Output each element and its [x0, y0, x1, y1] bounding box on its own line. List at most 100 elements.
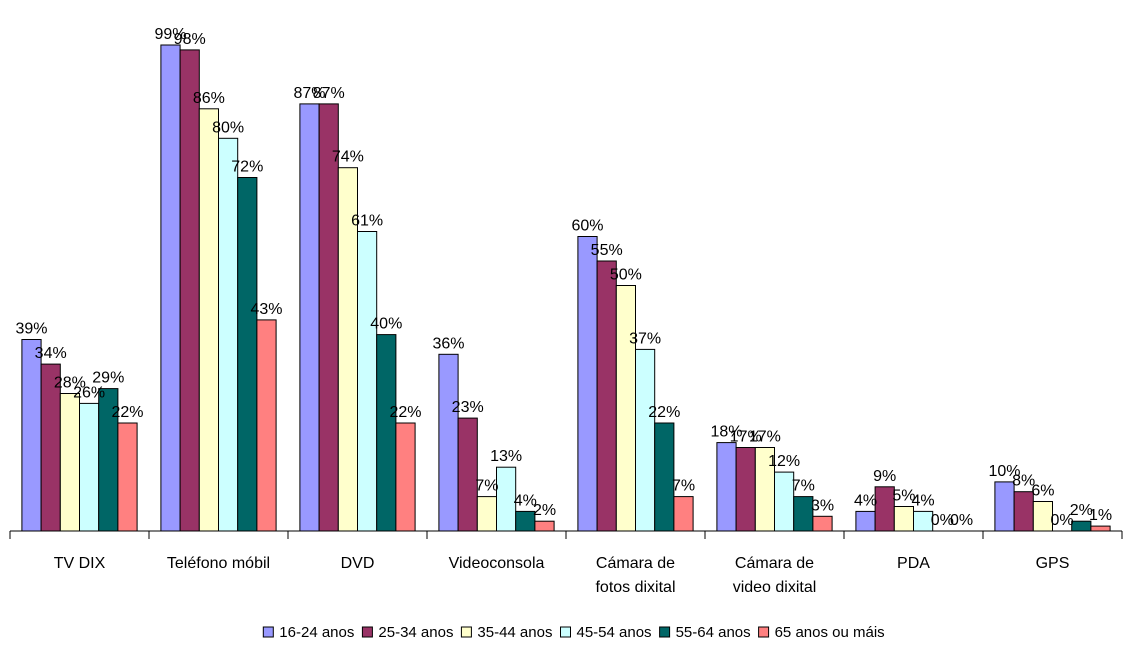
- legend-label-4: 55-64 anos: [676, 624, 751, 641]
- value-label-0-0: 39%: [15, 321, 47, 338]
- bar-1-0: [160, 44, 181, 532]
- bar-5-5: [812, 515, 833, 532]
- value-label-3-2: 7%: [475, 478, 498, 495]
- value-label-1-4: 72%: [231, 159, 263, 176]
- category-label-5: video dixital: [733, 579, 817, 596]
- value-label-7-5: 1%: [1089, 507, 1112, 524]
- bar-4-3: [635, 348, 656, 532]
- value-label-3-4: 4%: [514, 492, 537, 509]
- legend-label-2: 35-44 anos: [477, 624, 552, 641]
- value-label-1-5: 43%: [250, 301, 282, 318]
- bar-6-2: [893, 506, 914, 532]
- legend-label-1: 25-34 anos: [378, 624, 453, 641]
- value-label-4-3: 37%: [629, 330, 661, 347]
- value-label-6-3: 4%: [912, 492, 935, 509]
- category-label-3: Videoconsola: [449, 555, 545, 572]
- value-label-5-4: 7%: [792, 478, 815, 495]
- value-label-0-5: 22%: [111, 404, 143, 421]
- category-label-1: Teléfono móbil: [167, 555, 270, 572]
- value-label-3-3: 13%: [490, 448, 522, 465]
- bar-4-5: [673, 496, 694, 532]
- legend: 16-24 anos 25-34 anos 35-44 anos 45-54 anos…: [262, 624, 885, 641]
- bar-2-5: [395, 422, 416, 532]
- value-label-7-0: 10%: [988, 463, 1020, 480]
- value-label-4-2: 50%: [610, 267, 642, 284]
- legend-swatch-5: [758, 626, 770, 638]
- bar-3-5: [534, 520, 555, 532]
- value-label-5-5: 3%: [811, 497, 834, 514]
- legend-label-0: 16-24 anos: [279, 624, 354, 641]
- bar-0-3: [79, 402, 100, 532]
- value-label-7-4: 2%: [1070, 502, 1093, 519]
- bar-0-5: [117, 422, 138, 532]
- value-label-3-5: 2%: [533, 502, 556, 519]
- category-labels: TV DIX Teléfono móbil DVD Videoconsola Cámar…: [54, 555, 1070, 596]
- bar-1-3: [218, 137, 239, 532]
- legend-swatch-0: [262, 626, 274, 638]
- bar-0-0: [21, 339, 42, 532]
- legend-label-5: 65 anos ou máis: [775, 624, 885, 641]
- bar-1-2: [198, 108, 220, 532]
- category-label-0: TV DIX: [54, 555, 106, 572]
- value-label-1-0: 99%: [154, 26, 186, 43]
- bar-4-1: [596, 260, 617, 532]
- value-label-5-1: 17%: [730, 429, 762, 446]
- bar-5-0: [716, 442, 737, 532]
- value-label-2-2: 74%: [332, 149, 364, 166]
- value-labels: 39%34%28%26%29%22%99%98%86%80%72%43%87%8…: [15, 26, 1112, 529]
- value-label-5-3: 12%: [768, 453, 800, 470]
- bars-layer: [21, 44, 1111, 532]
- legend-swatch-1: [361, 626, 373, 638]
- bar-2-1: [318, 103, 339, 532]
- x-axis: [9, 530, 1123, 539]
- legend-swatch-4: [659, 626, 671, 638]
- value-label-6-0: 4%: [854, 492, 877, 509]
- value-label-0-4: 29%: [92, 370, 124, 387]
- value-label-7-2: 6%: [1031, 483, 1054, 500]
- category-label-6: PDA: [897, 555, 930, 572]
- value-label-0-3: 26%: [73, 384, 105, 401]
- bar-4-2: [615, 285, 636, 532]
- legend-swatch-2: [460, 626, 472, 638]
- value-label-5-0: 18%: [710, 424, 742, 441]
- value-label-2-3: 61%: [351, 213, 383, 230]
- value-label-6-2: 5%: [892, 488, 915, 505]
- value-label-1-2: 86%: [193, 90, 225, 107]
- bar-2-3: [357, 231, 378, 532]
- value-label-2-5: 22%: [389, 404, 421, 421]
- value-label-2-1: 87%: [313, 85, 345, 102]
- value-label-3-0: 36%: [432, 335, 464, 352]
- category-label-4: fotos dixital: [595, 579, 675, 596]
- category-label-4: Cámara de: [596, 555, 675, 572]
- value-label-4-0: 60%: [571, 218, 603, 235]
- value-label-0-2: 28%: [54, 375, 86, 392]
- bar-2-0: [299, 103, 320, 532]
- bar-0-2: [59, 393, 80, 532]
- legend-label-3: 45-54 anos: [577, 624, 652, 641]
- value-label-6-1: 9%: [873, 468, 896, 485]
- value-label-3-1: 23%: [452, 399, 484, 416]
- bar-6-0: [855, 510, 876, 532]
- value-label-1-3: 80%: [212, 119, 244, 136]
- value-label-6-4: 0%: [931, 512, 954, 529]
- value-label-0-1: 34%: [35, 345, 67, 362]
- category-label-7: GPS: [1036, 555, 1070, 572]
- value-label-7-3: 0%: [1051, 512, 1074, 529]
- bar-3-0: [438, 353, 459, 532]
- bar-3-2: [476, 496, 497, 532]
- value-label-4-4: 22%: [648, 404, 680, 421]
- value-label-7-1: 8%: [1012, 473, 1035, 490]
- value-label-2-4: 40%: [370, 316, 402, 333]
- value-label-6-5: 0%: [950, 512, 973, 529]
- bar-4-0: [577, 236, 598, 532]
- bar-1-4: [237, 177, 258, 532]
- bar-7-5: [1090, 525, 1111, 532]
- value-label-4-5: 7%: [672, 478, 695, 495]
- bar-2-4: [376, 334, 397, 532]
- value-label-4-1: 55%: [591, 242, 623, 259]
- bar-1-5: [256, 319, 277, 532]
- value-label-2-0: 87%: [293, 85, 325, 102]
- value-label-5-2: 17%: [749, 429, 781, 446]
- bar-5-1: [735, 447, 756, 532]
